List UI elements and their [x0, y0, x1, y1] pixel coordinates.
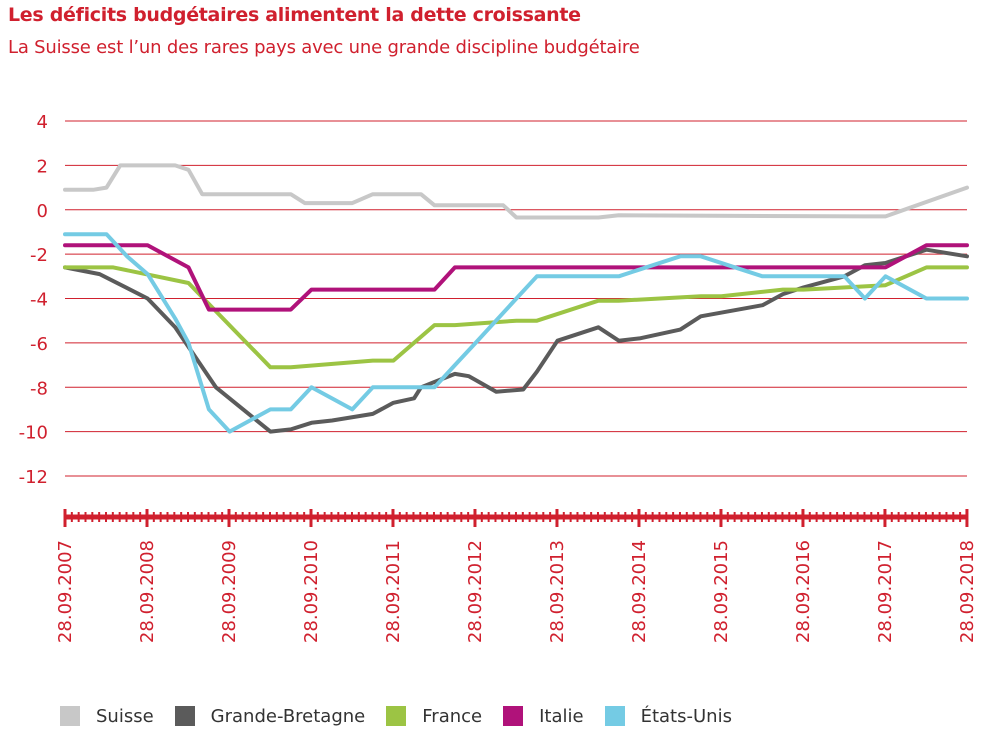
x-tick-label: 28.09.2014 — [629, 540, 650, 643]
legend-item: États-Unis — [604, 705, 732, 727]
legend-item: Italie — [503, 705, 584, 727]
legend-item: Suisse — [60, 706, 154, 727]
legend: Suisse Grande-Bretagne France Italie États-U… — [60, 704, 753, 728]
series-lines — [63, 163, 969, 434]
x-tick-label: 28.09.2015 — [711, 540, 732, 643]
x-tick-label: 28.09.2017 — [875, 540, 896, 643]
y-tick-label: 4 — [37, 112, 48, 133]
series-line-états-unis — [63, 232, 969, 434]
x-tick-label: 28.09.2013 — [547, 540, 568, 643]
legend-label: Suisse — [96, 705, 154, 727]
legend-label: États-Unis — [640, 705, 732, 727]
x-tick-label: 28.09.2009 — [219, 540, 240, 643]
y-tick-label: 2 — [37, 156, 48, 177]
y-tick-label: -12 — [19, 467, 48, 488]
legend-label: Grande-Bretagne — [210, 705, 366, 727]
series-line-suisse — [63, 163, 969, 220]
legend-swatch — [604, 706, 625, 726]
series-line-france — [63, 265, 969, 370]
legend-label: Italie — [539, 705, 584, 727]
x-tick-label: 28.09.2010 — [301, 540, 322, 643]
line-chart: 420-2-4-6-8-10-12 28.09.2007 28.09.2008 28… — [19, 112, 978, 643]
y-tick-label: -6 — [30, 334, 48, 355]
chart-subtitle: La Suisse est l’un des rares pays avec u… — [8, 37, 640, 58]
chart-title: Les déficits budgétaires alimentent la d… — [8, 4, 581, 26]
legend-swatch — [503, 706, 524, 726]
legend-item: Grande-Bretagne — [174, 705, 366, 727]
legend-swatch — [386, 706, 407, 726]
y-tick-label: -8 — [30, 378, 48, 399]
x-axis: 28.09.2007 28.09.2008 28.09.2009 28.09.2010… — [55, 509, 978, 643]
gridlines — [65, 120, 967, 477]
x-tick-label: 28.09.2008 — [137, 540, 158, 643]
x-tick-label: 28.09.2007 — [55, 540, 76, 643]
x-tick-label: 28.09.2012 — [465, 540, 486, 643]
legend-swatch — [60, 706, 80, 726]
series-line-italie — [63, 243, 969, 312]
y-tick-label: -2 — [30, 245, 48, 266]
x-tick-label: 28.09.2011 — [383, 540, 404, 643]
y-tick-label: 0 — [37, 201, 48, 222]
x-tick-label: 28.09.2016 — [793, 540, 814, 643]
legend-item: France — [386, 706, 482, 727]
y-tick-label: -10 — [19, 423, 48, 444]
y-tick-labels: 4 2 0 -2 -4 -6 -8 -10 -12 — [19, 112, 48, 488]
x-tick-label: 28.09.2018 — [957, 540, 978, 643]
legend-swatch — [174, 706, 195, 726]
legend-label: France — [422, 705, 483, 727]
y-tick-label: -4 — [30, 290, 48, 311]
